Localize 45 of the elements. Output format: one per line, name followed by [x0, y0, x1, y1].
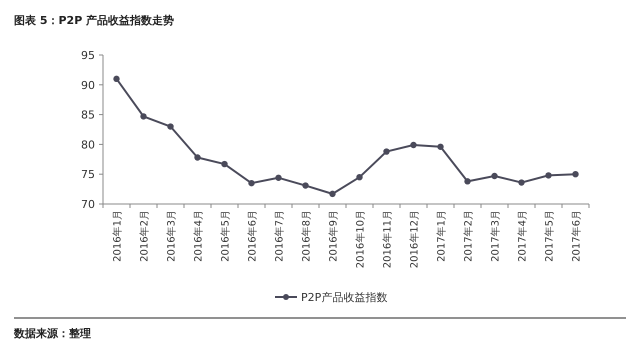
x-tick-label: 2016年7月 [274, 210, 286, 262]
x-tick-label: 2017年5月 [544, 210, 556, 262]
x-tick-label: 2017年3月 [490, 210, 502, 262]
y-tick-label: 90 [81, 78, 95, 92]
point [572, 171, 579, 178]
y-tick-label: 70 [81, 198, 95, 211]
point [275, 174, 282, 181]
source-note: 数据来源：整理 [13, 327, 91, 340]
x-tick-label: 2016年4月 [192, 210, 204, 262]
point [329, 190, 336, 198]
y-tick-label: 80 [81, 138, 95, 152]
x-tick-label: 2016年11月 [382, 210, 394, 268]
x-tick-label: 2016年5月 [220, 210, 232, 262]
point [248, 180, 255, 186]
legend-label: P2P产品收益指数 [301, 291, 388, 304]
x-tick-label: 2016年12月 [408, 210, 420, 268]
point [302, 182, 309, 189]
x-tick-label: 2016年1月 [112, 210, 124, 262]
x-tick-label: 2017年4月 [516, 210, 528, 262]
point [113, 76, 120, 82]
point [437, 144, 444, 150]
y-tick-label: 95 [81, 49, 95, 62]
point [545, 172, 552, 179]
point [464, 178, 471, 185]
point [410, 142, 417, 148]
point [194, 154, 201, 161]
x-tick-label: 2016年2月 [138, 210, 150, 262]
point [491, 172, 498, 180]
x-tick-label: 2016年6月 [246, 210, 258, 262]
point [167, 123, 174, 130]
x-tick-label: 2017年2月 [462, 210, 474, 262]
point [518, 179, 525, 186]
x-tick-label: 2017年6月 [570, 210, 582, 262]
x-tick-label: 2016年9月 [328, 210, 340, 262]
chart-title: 图表 5：P2P 产品收益指数走势 [14, 14, 174, 27]
x-tick-label: 2016年3月 [166, 210, 178, 262]
point [140, 113, 147, 120]
point [356, 174, 363, 180]
y-tick-label: 75 [81, 168, 95, 182]
point [221, 160, 228, 168]
x-tick-label: 2016年8月 [300, 210, 312, 262]
x-tick-label: 2016年10月 [354, 210, 366, 268]
x-tick-label: 2017年1月 [436, 210, 448, 262]
point [383, 148, 390, 155]
y-tick-label: 85 [81, 108, 95, 122]
